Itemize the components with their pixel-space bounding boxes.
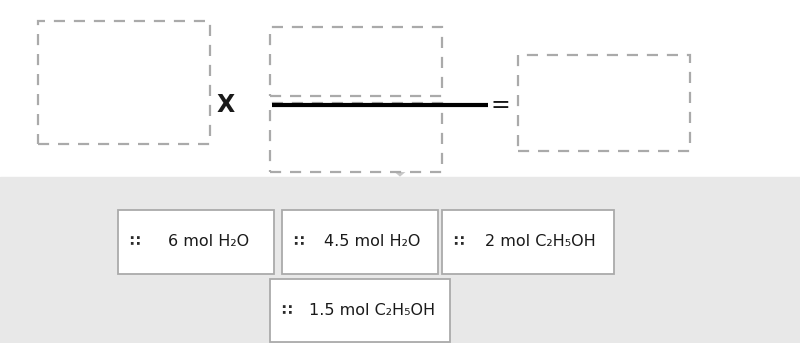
Text: ∷: ∷: [294, 234, 304, 249]
Text: X: X: [217, 93, 234, 117]
Text: ∷: ∷: [454, 234, 464, 249]
Text: =: =: [490, 93, 510, 117]
Bar: [0, 0, 800, 177]
FancyBboxPatch shape: [38, 21, 210, 144]
Bar: [0, 177, 800, 343]
FancyBboxPatch shape: [270, 279, 450, 342]
Text: ∷: ∷: [282, 303, 292, 318]
Text: 1.5 mol C₂H₅OH: 1.5 mol C₂H₅OH: [310, 303, 435, 318]
FancyBboxPatch shape: [442, 210, 614, 274]
Text: 4.5 mol H₂O: 4.5 mol H₂O: [324, 234, 421, 249]
FancyBboxPatch shape: [270, 103, 442, 172]
FancyBboxPatch shape: [118, 210, 274, 274]
Text: ∷: ∷: [130, 234, 140, 249]
Polygon shape: [370, 151, 430, 177]
FancyBboxPatch shape: [270, 27, 442, 96]
FancyBboxPatch shape: [518, 55, 690, 151]
Text: 2 mol C₂H₅OH: 2 mol C₂H₅OH: [485, 234, 596, 249]
FancyBboxPatch shape: [282, 210, 438, 274]
Text: 6 mol H₂O: 6 mol H₂O: [168, 234, 249, 249]
